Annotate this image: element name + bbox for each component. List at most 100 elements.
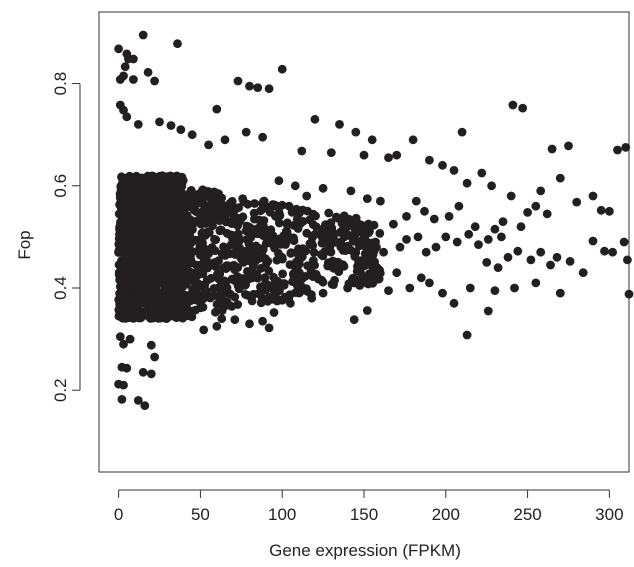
data-point [474,240,483,250]
data-point [288,277,297,286]
data-point [256,288,266,298]
data-point [421,247,431,257]
data-point [309,248,319,257]
data-point [133,120,143,129]
data-point [490,224,500,234]
data-point [170,293,180,303]
data-point [308,241,318,250]
data-point [275,286,284,295]
data-point [184,219,194,229]
y-tick-label: 0.8 [51,72,70,96]
data-point [154,313,163,323]
data-point [516,222,526,232]
data-point [307,293,317,303]
data-point [137,251,147,261]
data-point [416,273,426,283]
data-point [176,125,186,134]
data-point [379,247,388,257]
data-point [167,221,176,231]
data-point [311,222,321,232]
data-point [376,196,385,206]
data-point [347,276,357,285]
data-point [268,231,278,241]
data-point [565,257,575,266]
data-point [333,213,343,223]
data-point [204,249,214,258]
data-point [371,237,380,247]
data-point [140,201,149,211]
data-point [191,217,200,227]
data-point [536,247,546,257]
data-point [438,288,447,298]
data-point [152,214,162,224]
data-point [425,155,434,165]
data-point [203,227,213,237]
data-point [282,226,291,236]
x-tick-label: 50 [191,505,210,524]
data-point [160,200,170,210]
x-tick-label: 200 [432,505,460,524]
data-point [355,227,364,237]
data-point [233,213,242,223]
y-tick-label: 0.4 [51,276,70,300]
data-point [253,229,263,239]
data-point [339,261,349,271]
data-point [118,260,128,269]
data-point [588,236,598,246]
data-point [236,253,246,262]
data-point [268,200,278,209]
data-point [136,262,146,272]
data-point [613,145,622,155]
data-point [119,234,129,244]
data-point [555,173,565,183]
data-point [384,286,393,295]
data-point [310,114,320,124]
data-point [333,257,343,267]
data-point [212,104,222,114]
data-point [464,229,474,239]
data-point [114,44,123,54]
data-point [150,76,160,86]
y-tick-label: 0.6 [51,174,70,198]
data-point [120,62,130,72]
data-point [318,183,328,193]
data-point [168,204,178,214]
data-point [146,267,156,276]
data-point [119,105,128,115]
data-point [187,130,197,140]
data-point [119,295,128,305]
data-point [286,298,295,308]
data-point [182,211,192,221]
data-point [365,227,374,236]
data-point [156,278,166,288]
data-point [188,247,198,257]
data-point [482,258,492,267]
data-point [483,306,493,316]
data-point [150,204,160,213]
data-point [351,247,361,257]
data-point [619,237,629,247]
data-point [624,289,634,299]
data-point [119,339,128,349]
data-point [191,305,201,315]
data-point [156,178,165,188]
data-point [143,67,153,77]
data-point [295,288,305,297]
data-point [133,396,143,405]
data-point [326,148,336,158]
data-point [186,186,196,196]
data-point [392,268,402,278]
data-point [251,241,261,251]
data-point [552,252,562,262]
data-point [227,302,237,311]
data-point [217,249,227,258]
data-point [555,288,565,298]
data-point [296,272,306,282]
data-point [233,76,243,86]
data-point [152,299,162,309]
data-point [274,208,284,217]
y-tick-label: 0.2 [51,378,70,402]
points-layer [114,30,634,410]
data-point [264,323,274,333]
data-point [253,273,263,283]
